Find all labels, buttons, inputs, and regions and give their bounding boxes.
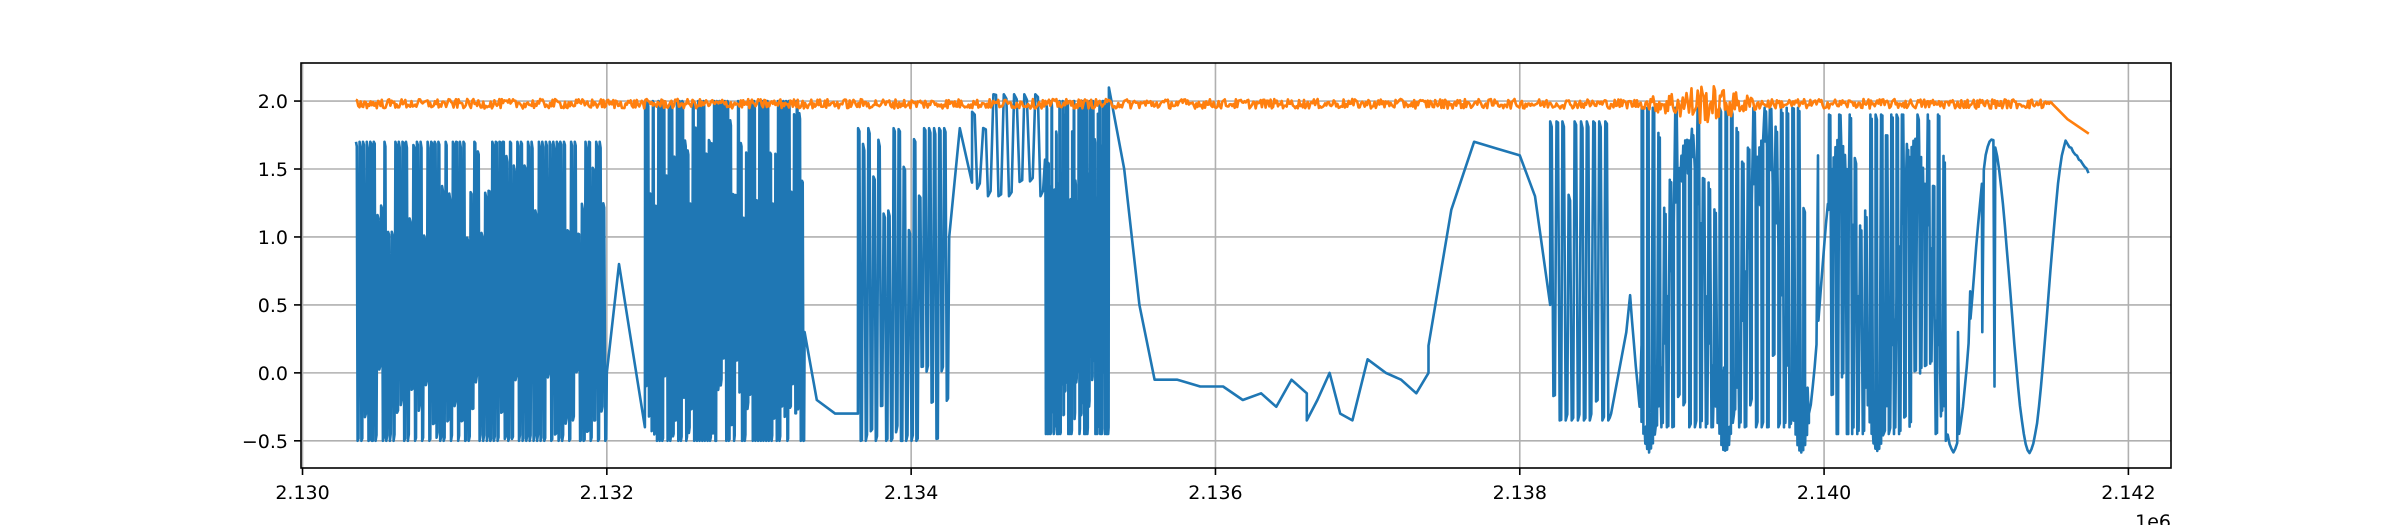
y-tick-label: 1.5 — [258, 159, 288, 181]
x-tick-label: 2.130 — [275, 482, 329, 504]
x-tick-label: 2.140 — [1797, 482, 1851, 504]
y-tick-label: 2.0 — [258, 91, 288, 113]
x-tick-label: 2.132 — [580, 482, 634, 504]
x-tick-label: 2.142 — [2101, 482, 2155, 504]
x-tick-label: 2.134 — [884, 482, 938, 504]
x-tick-label: 2.136 — [1188, 482, 1242, 504]
x-axis-offset-label: 1e6 — [2135, 511, 2171, 525]
series-2-line — [355, 85, 2090, 135]
plot-frame — [300, 62, 2172, 469]
y-tick-label: 1.0 — [258, 227, 288, 249]
x-tick-label: 2.138 — [1493, 482, 1547, 504]
y-tick-label: −0.5 — [242, 431, 288, 453]
series-1-line — [354, 86, 2090, 455]
x-axis: 2.130 2.132 2.134 2.136 2.138 2.140 2.142 — [275, 468, 2156, 504]
y-axis: −0.5 0.0 0.5 1.0 1.5 2.0 — [242, 91, 301, 453]
series-layer — [354, 85, 2090, 455]
y-tick-label: 0.5 — [258, 295, 288, 317]
y-tick-label: 0.0 — [258, 363, 288, 385]
